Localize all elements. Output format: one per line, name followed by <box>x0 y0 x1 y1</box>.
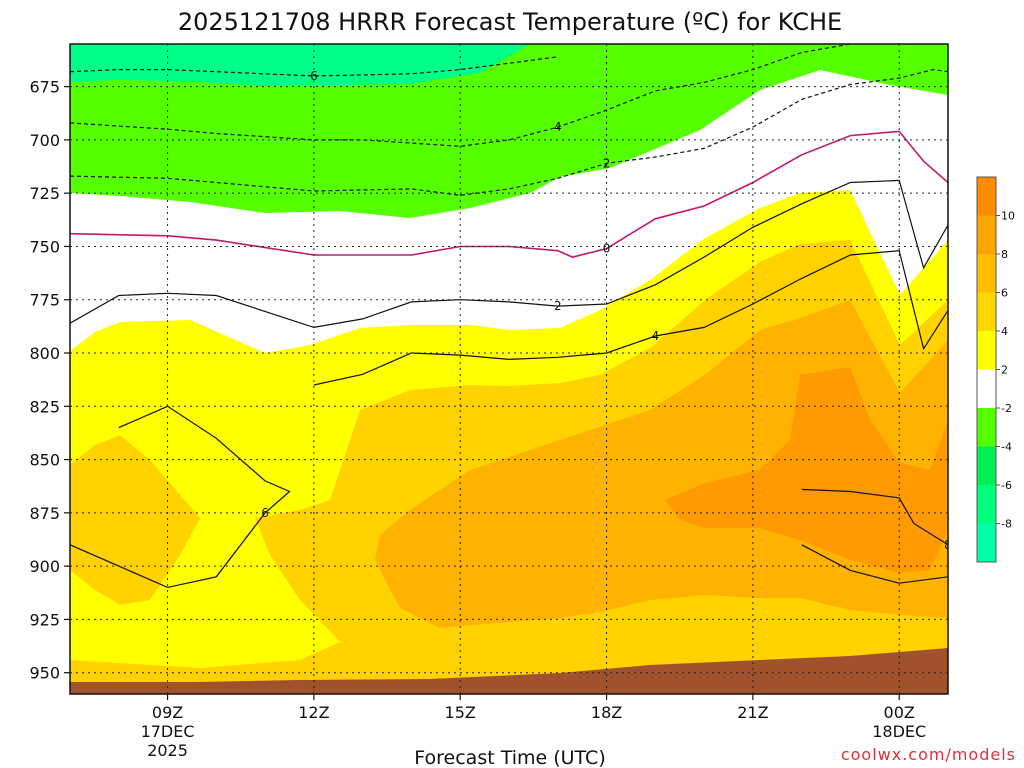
y-tick-label: 725 <box>29 184 60 203</box>
colorbar-swatch <box>977 254 996 293</box>
plot-area: 64202468 <box>69 43 952 695</box>
isotherm-line <box>801 488 948 584</box>
colorbar-tick-label: -4 <box>1001 441 1012 454</box>
colorbar-tick-label: 10 <box>1001 210 1015 223</box>
isotherm-line <box>70 68 948 196</box>
colorbar: 10 8 6 4 2 -2 -4 -6 -8 <box>976 176 1015 563</box>
y-tick-label: 700 <box>29 131 60 150</box>
colorbar-swatch <box>977 523 996 563</box>
y-axis: 675 700 725 750 775 800 825 850 875 900 925 950 <box>29 78 70 683</box>
isotherm-label: 2 <box>554 299 562 313</box>
colorbar-tick-label: -6 <box>1001 479 1012 492</box>
colorbar-swatch <box>977 331 996 370</box>
y-tick-label: 750 <box>29 237 60 256</box>
x-tick-label: 17DEC <box>141 722 195 741</box>
y-tick-label: 925 <box>29 610 60 629</box>
isotherm-label: 2 <box>603 156 611 170</box>
isotherm-line <box>70 130 948 258</box>
colorbar-swatch <box>977 485 996 524</box>
y-tick-label: 950 <box>29 664 60 683</box>
isotherm-label: 6 <box>261 506 269 520</box>
x-tick-label: 15Z <box>445 703 476 722</box>
colorbar-swatch <box>977 408 996 447</box>
colorbar-tick-label: -2 <box>1001 402 1012 415</box>
colorbar-swatch <box>977 369 996 409</box>
isotherm-line <box>70 56 558 77</box>
chart-title: 2025121708 HRRR Forecast Temperature (ºC… <box>178 8 842 36</box>
colorbar-swatch <box>977 177 996 216</box>
colorbar-tick-label: 6 <box>1001 287 1008 300</box>
x-tick-label: 18DEC <box>872 722 926 741</box>
colorbar-tick-label: 8 <box>1001 248 1008 261</box>
isotherm-line <box>313 250 948 386</box>
warm-band-4 <box>70 435 200 605</box>
warm-band-8 <box>665 367 948 573</box>
y-tick-label: 675 <box>29 78 60 97</box>
y-tick-label: 825 <box>29 397 60 416</box>
isotherm-label: 4 <box>554 120 562 134</box>
colorbar-tick-label: 4 <box>1001 325 1008 338</box>
source-credit: coolwx.com/models <box>841 745 1016 764</box>
isotherm-line <box>70 405 291 589</box>
y-tick-label: 900 <box>29 557 60 576</box>
colorbar-tick-label: -8 <box>1001 518 1012 531</box>
y-tick-label: 775 <box>29 291 60 310</box>
colorbar-swatch <box>977 292 996 332</box>
terrain <box>70 648 948 694</box>
x-tick-label: 09Z <box>152 703 183 722</box>
isotherm-line <box>70 179 948 329</box>
x-tick-label: 18Z <box>591 703 622 722</box>
colorbar-swatch <box>977 215 996 255</box>
plot-border <box>69 43 949 695</box>
x-axis-label: Forecast Time (UTC) <box>414 747 605 768</box>
x-tick-label: 21Z <box>737 703 768 722</box>
x-tick-label: 2025 <box>147 741 188 760</box>
colorbar-swatch <box>977 446 996 486</box>
y-tick-label: 875 <box>29 504 60 523</box>
isotherm-label: 8 <box>944 538 952 552</box>
y-tick-label: 850 <box>29 451 60 470</box>
colorbar-tick-label: 2 <box>1001 364 1008 377</box>
isotherm-label: 4 <box>652 329 660 343</box>
isotherm-line <box>70 44 851 147</box>
x-tick-label: 12Z <box>298 703 329 722</box>
y-tick-label: 800 <box>29 344 60 363</box>
x-tick-label: 00Z <box>884 703 915 722</box>
